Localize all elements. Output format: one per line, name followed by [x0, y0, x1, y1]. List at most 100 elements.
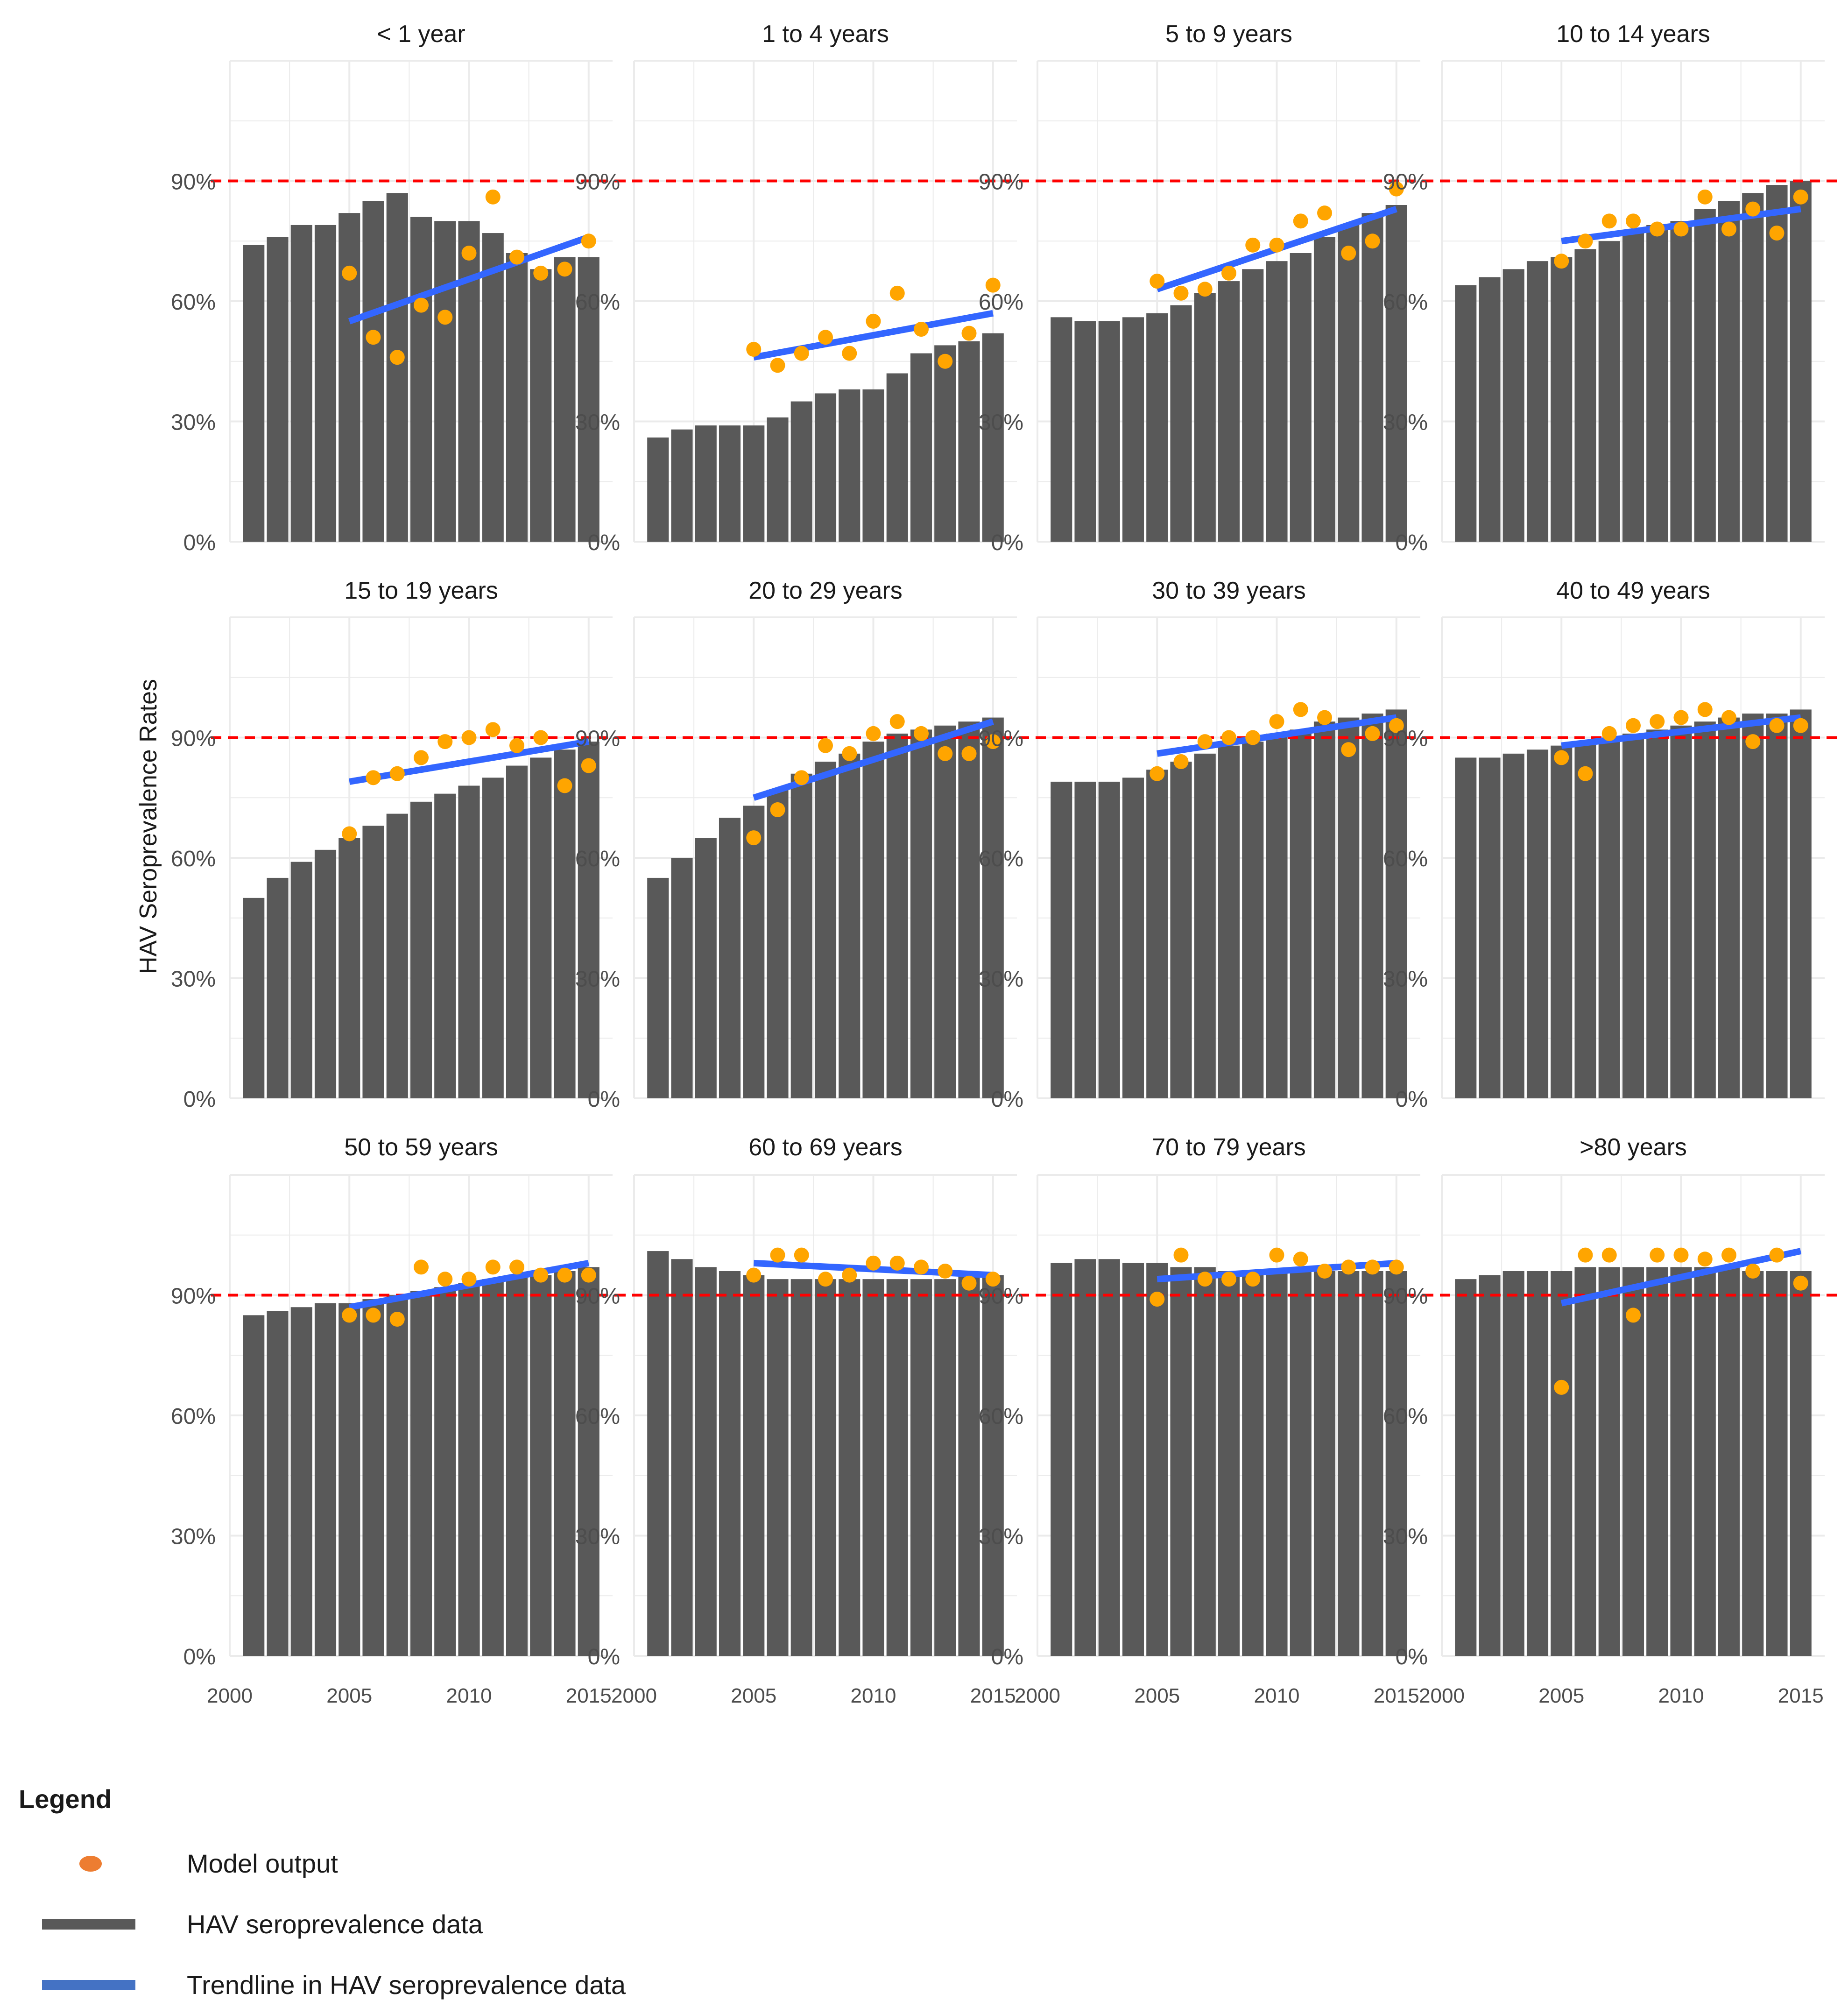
seroprevalence-bar — [267, 237, 289, 542]
model-output-point — [1578, 766, 1593, 781]
model-output-point — [389, 1312, 405, 1327]
model-output-point — [1697, 702, 1713, 717]
x-tick-label: 2010 — [1254, 1684, 1300, 1707]
model-output-point — [746, 830, 762, 846]
model-output-point — [1269, 237, 1284, 253]
seroprevalence-bar — [1766, 185, 1788, 542]
model-output-point — [889, 1255, 905, 1271]
model-output-point — [533, 730, 549, 745]
y-tick-label: 90% — [1383, 727, 1428, 751]
seroprevalence-bar — [410, 801, 432, 1098]
model-output-point — [1173, 1247, 1189, 1263]
model-output-point — [1317, 710, 1332, 725]
seroprevalence-bar — [386, 1295, 408, 1656]
seroprevalence-bar — [1479, 277, 1501, 542]
seroprevalence-bar — [243, 245, 265, 542]
y-tick-label: 30% — [575, 1525, 620, 1549]
seroprevalence-bar — [767, 1279, 789, 1656]
model-output-point — [366, 770, 381, 785]
model-output-point — [914, 322, 929, 337]
y-tick-label: 90% — [171, 170, 216, 195]
seroprevalence-bar — [362, 1299, 384, 1656]
x-tick-label: 2015 — [970, 1684, 1016, 1707]
facet-panel: 20 to 29 years 0% 30% 60% 90% — [575, 577, 1036, 1112]
facet-panel: 40 to 49 years 0% 30% 60% 90% — [1383, 577, 1843, 1112]
seroprevalence-bar — [1242, 1271, 1264, 1656]
model-output-point — [746, 1267, 762, 1283]
model-output-point — [1650, 221, 1665, 237]
model-output-point — [1341, 246, 1356, 261]
seroprevalence-bar — [862, 742, 884, 1098]
seroprevalence-bar — [1242, 742, 1264, 1098]
model-output-point — [1150, 274, 1165, 289]
model-output-point — [1601, 213, 1617, 229]
seroprevalence-bar — [1526, 1271, 1549, 1656]
seroprevalence-bar — [290, 225, 312, 542]
seroprevalence-bar — [1098, 1259, 1120, 1656]
seroprevalence-bar — [1551, 1271, 1573, 1656]
seroprevalence-bar — [1598, 241, 1620, 542]
seroprevalence-bar — [1313, 1271, 1336, 1656]
y-tick-label: 60% — [979, 290, 1023, 315]
model-output-point — [1697, 1251, 1713, 1267]
model-output-point — [1793, 1275, 1808, 1291]
seroprevalence-bar — [862, 1279, 884, 1656]
y-tick-label: 0% — [991, 530, 1023, 555]
legend-key-point — [19, 1849, 187, 1877]
seroprevalence-bar — [506, 765, 528, 1098]
model-output-point — [1745, 734, 1761, 749]
seroprevalence-bar — [982, 1275, 1004, 1656]
model-output-point — [794, 1247, 809, 1263]
model-output-point — [1245, 237, 1261, 253]
seroprevalence-bar — [1526, 749, 1549, 1098]
model-output-point — [1245, 1272, 1261, 1287]
facet-title: >80 years — [1580, 1134, 1687, 1161]
facet-panel: 30 to 39 years 0% 30% 60% 90% — [979, 577, 1439, 1112]
model-output-point — [770, 358, 785, 373]
x-tick-label: 2010 — [446, 1684, 492, 1707]
seroprevalence-bar — [386, 193, 408, 542]
seroprevalence-bar — [1146, 1263, 1168, 1656]
facet-panel: 1 to 4 years 0% 30% 60% 90% — [575, 21, 1036, 555]
seroprevalence-bar — [934, 1279, 956, 1656]
seroprevalence-bar — [719, 1271, 741, 1656]
y-tick-label: 60% — [171, 290, 216, 315]
model-output-point — [1365, 726, 1380, 741]
model-output-point — [1650, 714, 1665, 729]
facet-title: 1 to 4 years — [762, 21, 889, 48]
seroprevalence-bar — [1622, 233, 1644, 542]
model-output-point — [389, 350, 405, 365]
model-output-point — [1317, 205, 1332, 221]
seroprevalence-bar — [1290, 729, 1312, 1098]
seroprevalence-bar — [1646, 1267, 1668, 1656]
model-output-point — [961, 325, 977, 341]
seroprevalence-bar — [1766, 714, 1788, 1098]
model-output-point — [866, 726, 881, 741]
model-output-point — [1221, 1272, 1236, 1287]
model-output-point — [485, 189, 501, 205]
model-output-point — [1769, 226, 1785, 241]
seroprevalence-bar — [839, 389, 861, 542]
seroprevalence-bar — [362, 201, 384, 542]
model-output-point — [1197, 1272, 1213, 1287]
model-output-point — [985, 734, 1001, 749]
seroprevalence-bar — [243, 898, 265, 1098]
model-output-point — [961, 1275, 977, 1291]
model-output-point — [1269, 1247, 1284, 1263]
model-output-point — [1626, 213, 1641, 229]
y-tick-label: 0% — [1396, 1087, 1428, 1112]
seroprevalence-bar — [1766, 1271, 1788, 1656]
seroprevalence-bar — [934, 725, 956, 1098]
seroprevalence-bar — [243, 1315, 265, 1656]
seroprevalence-bar — [554, 749, 576, 1098]
seroprevalence-bar — [1646, 225, 1668, 542]
seroprevalence-bar — [647, 877, 669, 1098]
seroprevalence-bar — [1551, 257, 1573, 542]
seroprevalence-bar — [578, 1267, 600, 1656]
model-output-point — [342, 1308, 357, 1323]
y-tick-label: 30% — [1383, 410, 1428, 435]
seroprevalence-bar — [1670, 221, 1692, 542]
trendline — [1560, 1248, 1802, 1307]
model-output-point — [557, 1267, 572, 1283]
legend-label: Trendline in HAV seroprevalence data — [187, 1970, 626, 2000]
